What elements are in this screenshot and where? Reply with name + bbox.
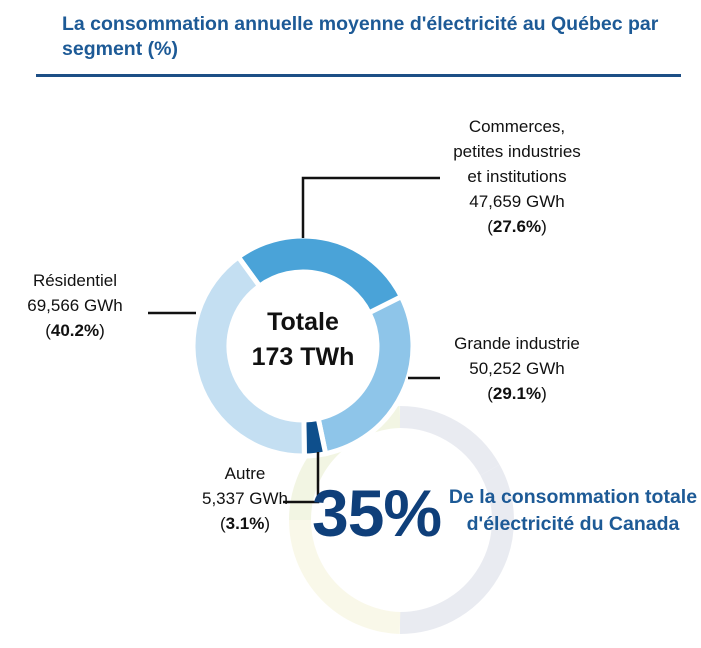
callout-figure: 35% (312, 476, 442, 550)
segment-label: Commerces, petites industries et institu… (432, 114, 602, 239)
category-label: Grande industrie (454, 334, 580, 353)
donut-segment (315, 293, 416, 457)
value-label: (3.1%) (219, 514, 271, 533)
segment-label: Autre 5,337 GWh (3.1%) (190, 461, 300, 536)
leader-line (301, 176, 440, 238)
callout-text: De la consommation totale d'électricité … (448, 486, 698, 535)
segment-label: Résidentiel 69,566 GWh (40.2%) (0, 268, 150, 343)
category-label: Commerces, petites industries et institu… (453, 117, 581, 186)
leader-line (283, 452, 320, 504)
energy-label: 47,659 GWh (469, 192, 565, 211)
energy-label: 5,337 GWh (202, 489, 288, 508)
energy-label: 69,566 GWh (27, 296, 123, 315)
center-title: Totale (267, 308, 339, 336)
value-label: (40.2%) (45, 321, 105, 340)
donut-segment (234, 233, 405, 317)
center-value: 173 TWh (251, 343, 355, 371)
category-label: Résidentiel (32, 271, 118, 290)
donut-segment (190, 253, 307, 459)
title-rule (36, 74, 681, 77)
category-label: Autre (224, 464, 266, 483)
segment-label: Grande industrie 50,252 GWh (29.1%) (432, 331, 602, 406)
value-label: (27.6%) (487, 217, 547, 236)
value-label: (29.1%) (487, 384, 547, 403)
chart-title: La consommation annuelle moyenne d'élect… (62, 13, 659, 60)
energy-label: 50,252 GWh (469, 359, 565, 378)
